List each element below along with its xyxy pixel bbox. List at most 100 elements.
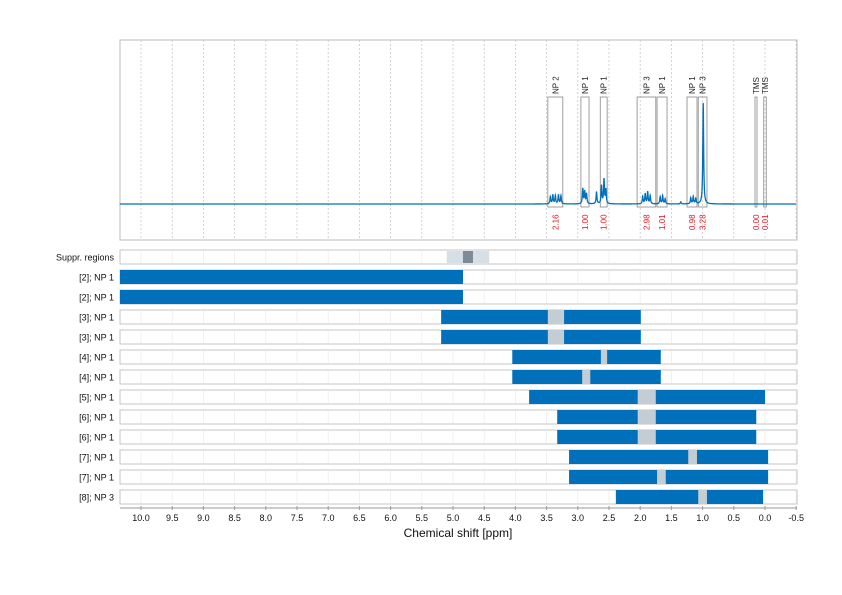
suppressed-regions-row: Suppr. regions bbox=[56, 249, 798, 265]
region-bar bbox=[441, 330, 641, 344]
integration-box bbox=[656, 96, 668, 208]
row-label: [4]; NP 1 bbox=[79, 353, 114, 363]
tick-label: 5.5 bbox=[416, 513, 429, 523]
tick-label: 9.0 bbox=[197, 513, 210, 523]
region-rows-panel: Suppr. regions [2]; NP 1 [2]; NP 1 [3]; NP … bbox=[56, 249, 798, 505]
integral-value: 1.00 bbox=[600, 214, 609, 230]
region-row: [6]; NP 1 bbox=[79, 429, 798, 445]
region-row: [3]; NP 1 bbox=[79, 329, 798, 345]
region-bar bbox=[557, 410, 757, 424]
region-row: [5]; NP 1 bbox=[79, 389, 798, 405]
tick-label: 8.5 bbox=[228, 513, 241, 523]
tick-label: 9.5 bbox=[166, 513, 179, 523]
suppressed-region-core bbox=[462, 251, 473, 263]
region-bar bbox=[120, 270, 463, 284]
tick-label: 7.5 bbox=[291, 513, 304, 523]
x-axis: 10.0 9.5 9.0 8.5 8.0 7.5 7.0 6.5 6.0 5.5 5.0 4.5 4.0… bbox=[120, 506, 804, 523]
tick-label: 2.5 bbox=[603, 513, 616, 523]
row-frame bbox=[119, 369, 798, 385]
region-gap bbox=[547, 330, 565, 344]
region-bar bbox=[569, 470, 769, 484]
region-gap bbox=[637, 430, 656, 444]
region-gap bbox=[688, 450, 697, 464]
tick-label: 7.0 bbox=[322, 513, 335, 523]
region-gap bbox=[637, 410, 656, 424]
region-row: [8]; NP 3 bbox=[79, 489, 798, 505]
integral-value: 1.00 bbox=[581, 214, 590, 230]
integration-label: NP 1 bbox=[600, 76, 609, 94]
spectrum-line bbox=[119, 102, 797, 205]
integration-label: NP 2 bbox=[551, 76, 560, 94]
row-label: [8]; NP 3 bbox=[79, 493, 114, 503]
region-row: [2]; NP 1 bbox=[79, 289, 798, 305]
tick-label: 6.5 bbox=[353, 513, 366, 523]
region-row: [4]; NP 1 bbox=[79, 369, 798, 385]
integration-box bbox=[754, 96, 758, 208]
tick-label: 8.0 bbox=[260, 513, 273, 523]
integration-box bbox=[580, 96, 590, 208]
tick-label: 1.0 bbox=[696, 513, 709, 523]
region-gap bbox=[657, 470, 666, 484]
region-gap bbox=[600, 350, 608, 364]
row-label: [6]; NP 1 bbox=[79, 433, 114, 443]
row-label: [3]; NP 1 bbox=[79, 313, 114, 323]
tick-label: -0.5 bbox=[788, 513, 804, 523]
integration-label: NP 1 bbox=[688, 76, 697, 94]
region-gap bbox=[698, 490, 707, 504]
integral-value: 1.01 bbox=[658, 214, 667, 230]
row-label: [4]; NP 1 bbox=[79, 373, 114, 383]
tick-label: 3.5 bbox=[540, 513, 553, 523]
tick-label: 6.0 bbox=[384, 513, 397, 523]
spectrum-panel: NP 2 2.16 NP 1 1.00 NP 1 1.00 NP 3 2.98 NP 1 1.01… bbox=[119, 39, 798, 241]
row-label: [2]; NP 1 bbox=[79, 273, 114, 283]
region-row: [4]; NP 1 bbox=[79, 349, 798, 365]
integral-value: 3.28 bbox=[699, 214, 708, 230]
region-gap bbox=[582, 370, 591, 384]
region-row: [7]; NP 1 bbox=[79, 469, 798, 485]
integration-label: NP 3 bbox=[642, 76, 651, 94]
row-frame bbox=[119, 349, 798, 365]
tick-label: 1.5 bbox=[665, 513, 678, 523]
integration-label: TMS bbox=[752, 77, 761, 94]
tick-label: 4.0 bbox=[509, 513, 522, 523]
region-row: [3]; NP 1 bbox=[79, 309, 798, 325]
tick-label: 0.5 bbox=[728, 513, 741, 523]
region-bar bbox=[120, 290, 463, 304]
integration-box bbox=[599, 96, 608, 208]
integration-box bbox=[763, 96, 767, 208]
integral-value: 0.01 bbox=[761, 214, 770, 230]
tick-label: 4.5 bbox=[478, 513, 491, 523]
region-bar bbox=[569, 450, 769, 464]
tick-label: 2.0 bbox=[634, 513, 647, 523]
integral-value: 2.16 bbox=[551, 214, 560, 230]
row-label: [2]; NP 1 bbox=[79, 293, 114, 303]
region-row: [2]; NP 1 bbox=[79, 269, 798, 285]
tick-label: 3.0 bbox=[572, 513, 585, 523]
region-gap bbox=[637, 390, 656, 404]
region-row: [6]; NP 1 bbox=[79, 409, 798, 425]
region-gap bbox=[547, 310, 565, 324]
row-label: [6]; NP 1 bbox=[79, 413, 114, 423]
integration-box bbox=[686, 96, 698, 208]
row-label: [5]; NP 1 bbox=[79, 393, 114, 403]
integration-label: TMS bbox=[761, 77, 770, 94]
tick-label: 5.0 bbox=[447, 513, 460, 523]
integral-value: 2.98 bbox=[642, 214, 651, 230]
row-label: Suppr. regions bbox=[56, 253, 115, 263]
integration-box bbox=[547, 96, 564, 208]
x-axis-label: Chemical shift [ppm] bbox=[404, 526, 513, 540]
region-bar bbox=[512, 350, 661, 364]
integration-box bbox=[636, 96, 657, 208]
integral-value: 0.00 bbox=[752, 214, 761, 230]
integration-label: NP 3 bbox=[699, 76, 708, 94]
tick-label: 0.0 bbox=[759, 513, 772, 523]
region-bar bbox=[615, 490, 764, 504]
integration-label: NP 1 bbox=[658, 76, 667, 94]
row-label: [3]; NP 1 bbox=[79, 333, 114, 343]
row-label: [7]; NP 1 bbox=[79, 453, 114, 463]
region-row: [7]; NP 1 bbox=[79, 449, 798, 465]
plot-frame bbox=[119, 39, 798, 241]
integration-label: NP 1 bbox=[581, 76, 590, 94]
integration-box bbox=[697, 96, 708, 208]
